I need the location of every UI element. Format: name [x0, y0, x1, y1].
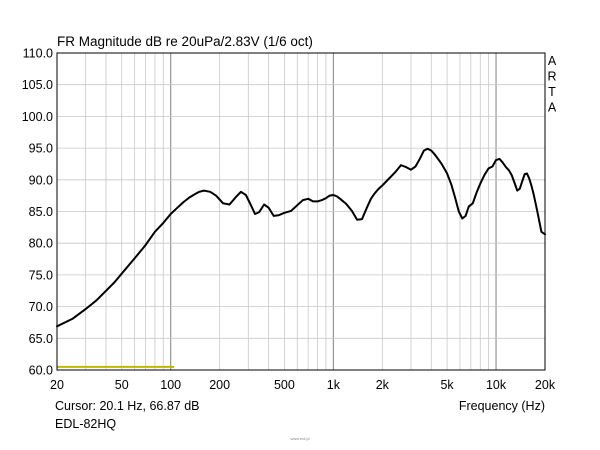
y-tick-label: 100.0: [22, 110, 53, 124]
y-tick-label: 75.0: [29, 268, 53, 282]
x-tick-label: 1k: [327, 378, 341, 392]
x-tick-label: 50: [115, 378, 129, 392]
y-tick-label: 65.0: [29, 332, 53, 346]
x-tick-label: 2k: [376, 378, 390, 392]
series-line: [56, 147, 546, 328]
x-tick-label: 10k: [486, 378, 507, 392]
arta-letter: R: [547, 70, 556, 84]
arta-letter: T: [548, 85, 556, 99]
x-tick-label: 500: [274, 378, 295, 392]
y-tick-label: 80.0: [29, 237, 53, 251]
device-name: EDL-82HQ: [55, 417, 116, 431]
arta-letter: A: [548, 101, 557, 115]
x-tick-labels: 20 50 100 200 500 1k 2k 5k 10k 20k: [50, 378, 556, 392]
y-tick-label: 60.0: [29, 364, 53, 378]
y-tick-labels: 60.0 65.0 70.0 75.0 80.0 85.0 90.0 95.0 100.0 105…: [22, 47, 53, 378]
y-tick-label: 90.0: [29, 173, 53, 187]
x-tick-label: 100: [160, 378, 181, 392]
x-tick-label: 200: [209, 378, 230, 392]
x-tick-label: 20k: [535, 378, 556, 392]
watermark: www.edl.pl: [290, 436, 309, 441]
y-tick-label: 110.0: [23, 47, 53, 61]
x-tick-label: 5k: [440, 378, 454, 392]
y-tick-label: 105.0: [22, 78, 53, 92]
plot-frame: [56, 52, 546, 371]
chart-title: FR Magnitude dB re 20uPa/2.83V (1/6 oct): [57, 34, 313, 49]
cursor-readout: Cursor: 20.1 Hz, 66.87 dB: [55, 399, 200, 413]
y-tick-label: 95.0: [29, 142, 53, 156]
x-axis-label: Frequency (Hz): [459, 399, 545, 413]
grid: [57, 53, 545, 370]
arta-letter: A: [548, 54, 557, 68]
y-tick-label: 70.0: [29, 300, 53, 314]
x-tick-label: 20: [50, 378, 64, 392]
y-tick-label: 85.0: [29, 205, 53, 219]
